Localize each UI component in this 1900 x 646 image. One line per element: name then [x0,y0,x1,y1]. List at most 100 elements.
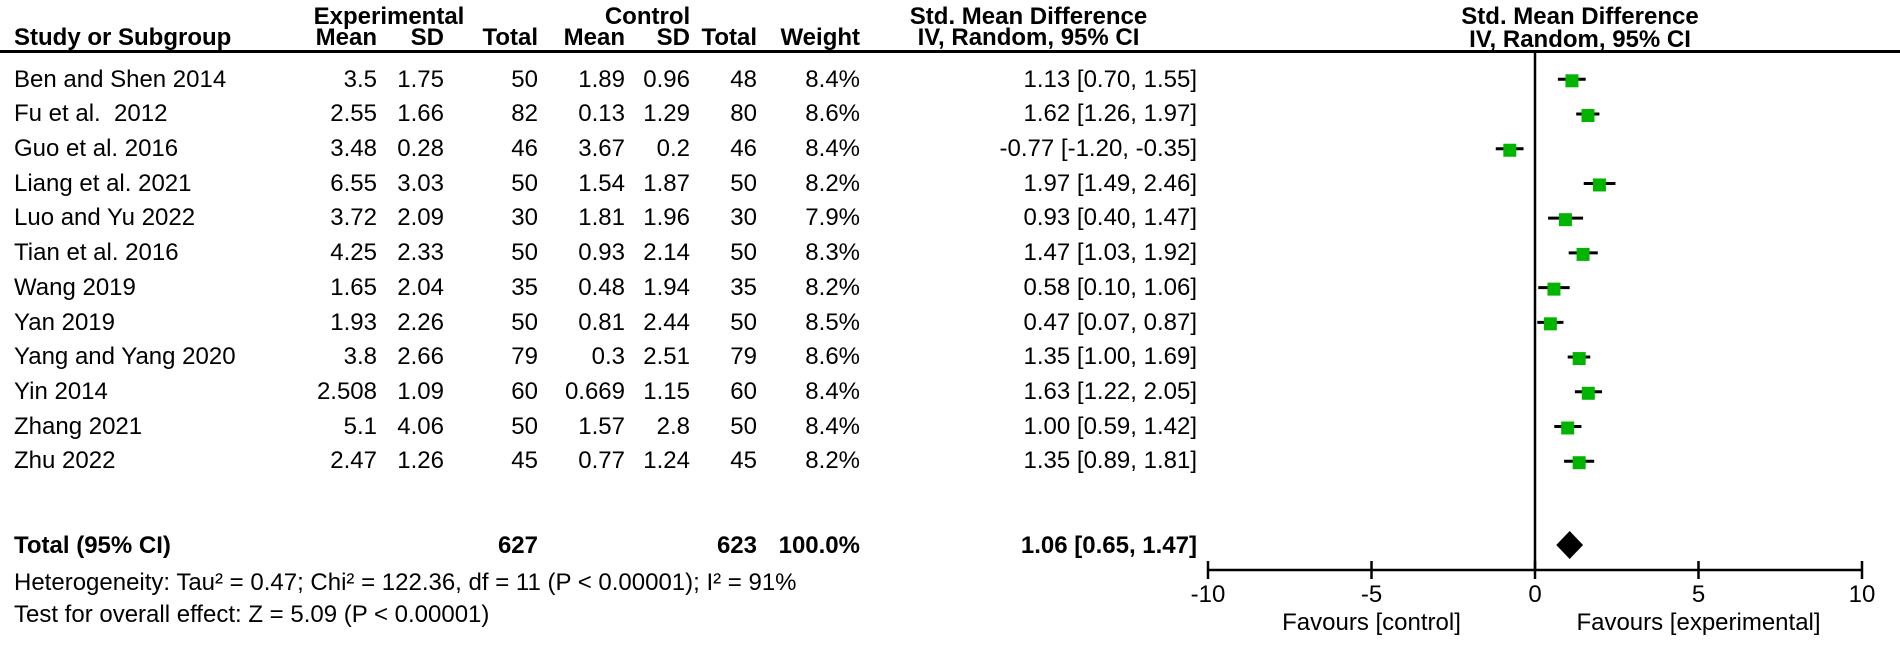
effect-marker [1561,421,1575,435]
study-sd-e: 2.33 [397,239,444,267]
favours-right-label: Favours [experimental] [1576,609,1820,636]
effect-marker [1581,109,1595,123]
study-sd-c: 0.96 [643,65,690,93]
study-name: Zhang 2021 [14,412,143,440]
header-smd-right: Std. Mean Difference [1461,3,1699,30]
study-total-c: 50 [730,412,757,440]
study-mean-c: 0.93 [578,239,625,267]
x-tick-label: 10 [1849,581,1876,608]
study-total-c: 50 [730,308,757,336]
study-name: Yin 2014 [14,377,108,405]
study-ci-text: 1.97 [1.49, 2.46] [1023,169,1197,197]
study-total-e: 50 [511,412,538,440]
study-total-c: 30 [730,204,757,232]
total-ci: 1.06 [0.65, 1.47] [1020,531,1197,559]
study-weight: 8.4% [805,65,860,93]
study-name: Yang and Yang 2020 [14,343,236,371]
study-total-e: 50 [511,169,538,197]
study-total-e: 50 [511,239,538,267]
study-mean-e: 2.508 [316,377,377,405]
study-mean-e: 4.25 [330,239,377,267]
study-name: Fu et al. 2012 [14,100,168,128]
col-mean-exp: Mean [315,24,377,51]
study-total-c: 46 [730,134,757,162]
study-name: Tian et al. 2016 [14,239,179,267]
study-sd-e: 2.66 [397,343,444,371]
study-name: Ben and Shen 2014 [14,65,227,93]
study-sd-e: 1.09 [397,377,444,405]
study-weight: 8.6% [805,100,860,128]
total-n-ctl: 623 [716,531,757,559]
x-tick-label: -10 [1191,581,1226,608]
overall-effect-stats: Test for overall effect: Z = 5.09 (P < 0… [14,601,490,628]
table-row: Yang and Yang 2020 3.8 2.66 79 0.3 2.51 79 8.6%… [14,340,1197,375]
study-mean-c: 0.48 [578,273,625,301]
table-row: Yan 2019 1.93 2.26 50 0.81 2.44 50 8.5% 0.47 [0.… [14,305,1197,340]
table-row: Zhang 2021 5.1 4.06 50 1.57 2.8 50 8.4% 1.00 [0.… [14,409,1197,444]
table-row: Luo and Yu 2022 3.72 2.09 30 1.81 1.96 30 7.9% 0… [14,201,1197,236]
total-row: Total (95% CI) 627 623 100.0% 1.06 [0.65… [14,528,1197,563]
study-sd-c: 1.87 [643,169,690,197]
study-ci-text: 1.13 [0.70, 1.55] [1023,65,1197,93]
study-name: Zhu 2022 [14,447,116,475]
study-sd-e: 1.66 [397,100,444,128]
study-sd-c: 2.14 [643,239,690,267]
study-weight: 8.4% [805,134,860,162]
table-row: Fu et al. 2012 2.55 1.66 82 0.13 1.29 80 8.6% 1.… [14,97,1197,132]
study-ci-text: 1.63 [1.22, 2.05] [1023,377,1197,405]
header-control-group: Control [604,3,691,30]
study-ci-text: 1.35 [1.00, 1.69] [1023,343,1197,371]
study-ci-text: 1.47 [1.03, 1.92] [1023,239,1197,267]
study-mean-c: 1.89 [578,65,625,93]
study-weight: 8.4% [805,377,860,405]
study-sd-c: 1.24 [643,447,690,475]
effect-marker [1576,247,1590,261]
study-total-e: 30 [511,204,538,232]
table-row: Wang 2019 1.65 2.04 35 0.48 1.94 35 8.2% 0.58 [0… [14,270,1197,305]
study-mean-e: 1.65 [330,273,377,301]
study-ci-text: 0.93 [0.40, 1.47] [1023,204,1197,232]
study-mean-c: 3.67 [578,134,625,162]
table-row: Yin 2014 2.508 1.09 60 0.669 1.15 60 8.4% 1.63 [… [14,374,1197,409]
total-label: Total (95% CI) [14,531,171,559]
study-sd-c: 2.44 [643,308,690,336]
study-mean-e: 3.72 [330,204,377,232]
column-header-row: Study or Subgroup Mean SD Total Mean SD … [14,26,1197,50]
summary-diamond [1556,531,1584,559]
study-mean-e: 2.47 [330,447,377,475]
study-name: Wang 2019 [14,273,136,301]
study-weight: 8.3% [805,239,860,267]
study-sd-e: 1.26 [397,447,444,475]
total-weight: 100.0% [778,531,860,559]
study-sd-e: 0.28 [397,134,444,162]
study-ci-text: 0.47 [0.07, 0.87] [1023,308,1197,336]
study-ci-text: -0.77 [-1.20, -0.35] [999,134,1197,162]
header-rule [0,50,1900,53]
study-weight: 8.5% [805,308,860,336]
study-mean-c: 1.81 [578,204,625,232]
study-total-e: 45 [511,447,538,475]
study-total-c: 50 [730,169,757,197]
study-total-e: 60 [511,377,538,405]
col-study: Study or Subgroup [14,24,232,51]
study-total-c: 45 [730,447,757,475]
effect-marker [1558,213,1572,227]
effect-marker [1565,74,1579,88]
study-weight: 8.4% [805,412,860,440]
effect-marker [1572,352,1586,366]
study-weight: 7.9% [805,204,860,232]
study-name: Yan 2019 [14,308,115,336]
effect-marker [1503,143,1517,157]
table-row: Guo et al. 2016 3.48 0.28 46 3.67 0.2 46 8.4% -0… [14,131,1197,166]
study-mean-c: 1.57 [578,412,625,440]
study-name: Guo et al. 2016 [14,134,179,162]
study-mean-e: 1.93 [330,308,377,336]
study-mean-c: 0.13 [578,100,625,128]
study-name: Liang et al. 2021 [14,169,192,197]
study-mean-e: 3.5 [343,65,377,93]
study-sd-c: 1.15 [643,377,690,405]
study-mean-c: 1.54 [578,169,625,197]
study-weight: 8.6% [805,343,860,371]
effect-marker [1543,317,1557,331]
